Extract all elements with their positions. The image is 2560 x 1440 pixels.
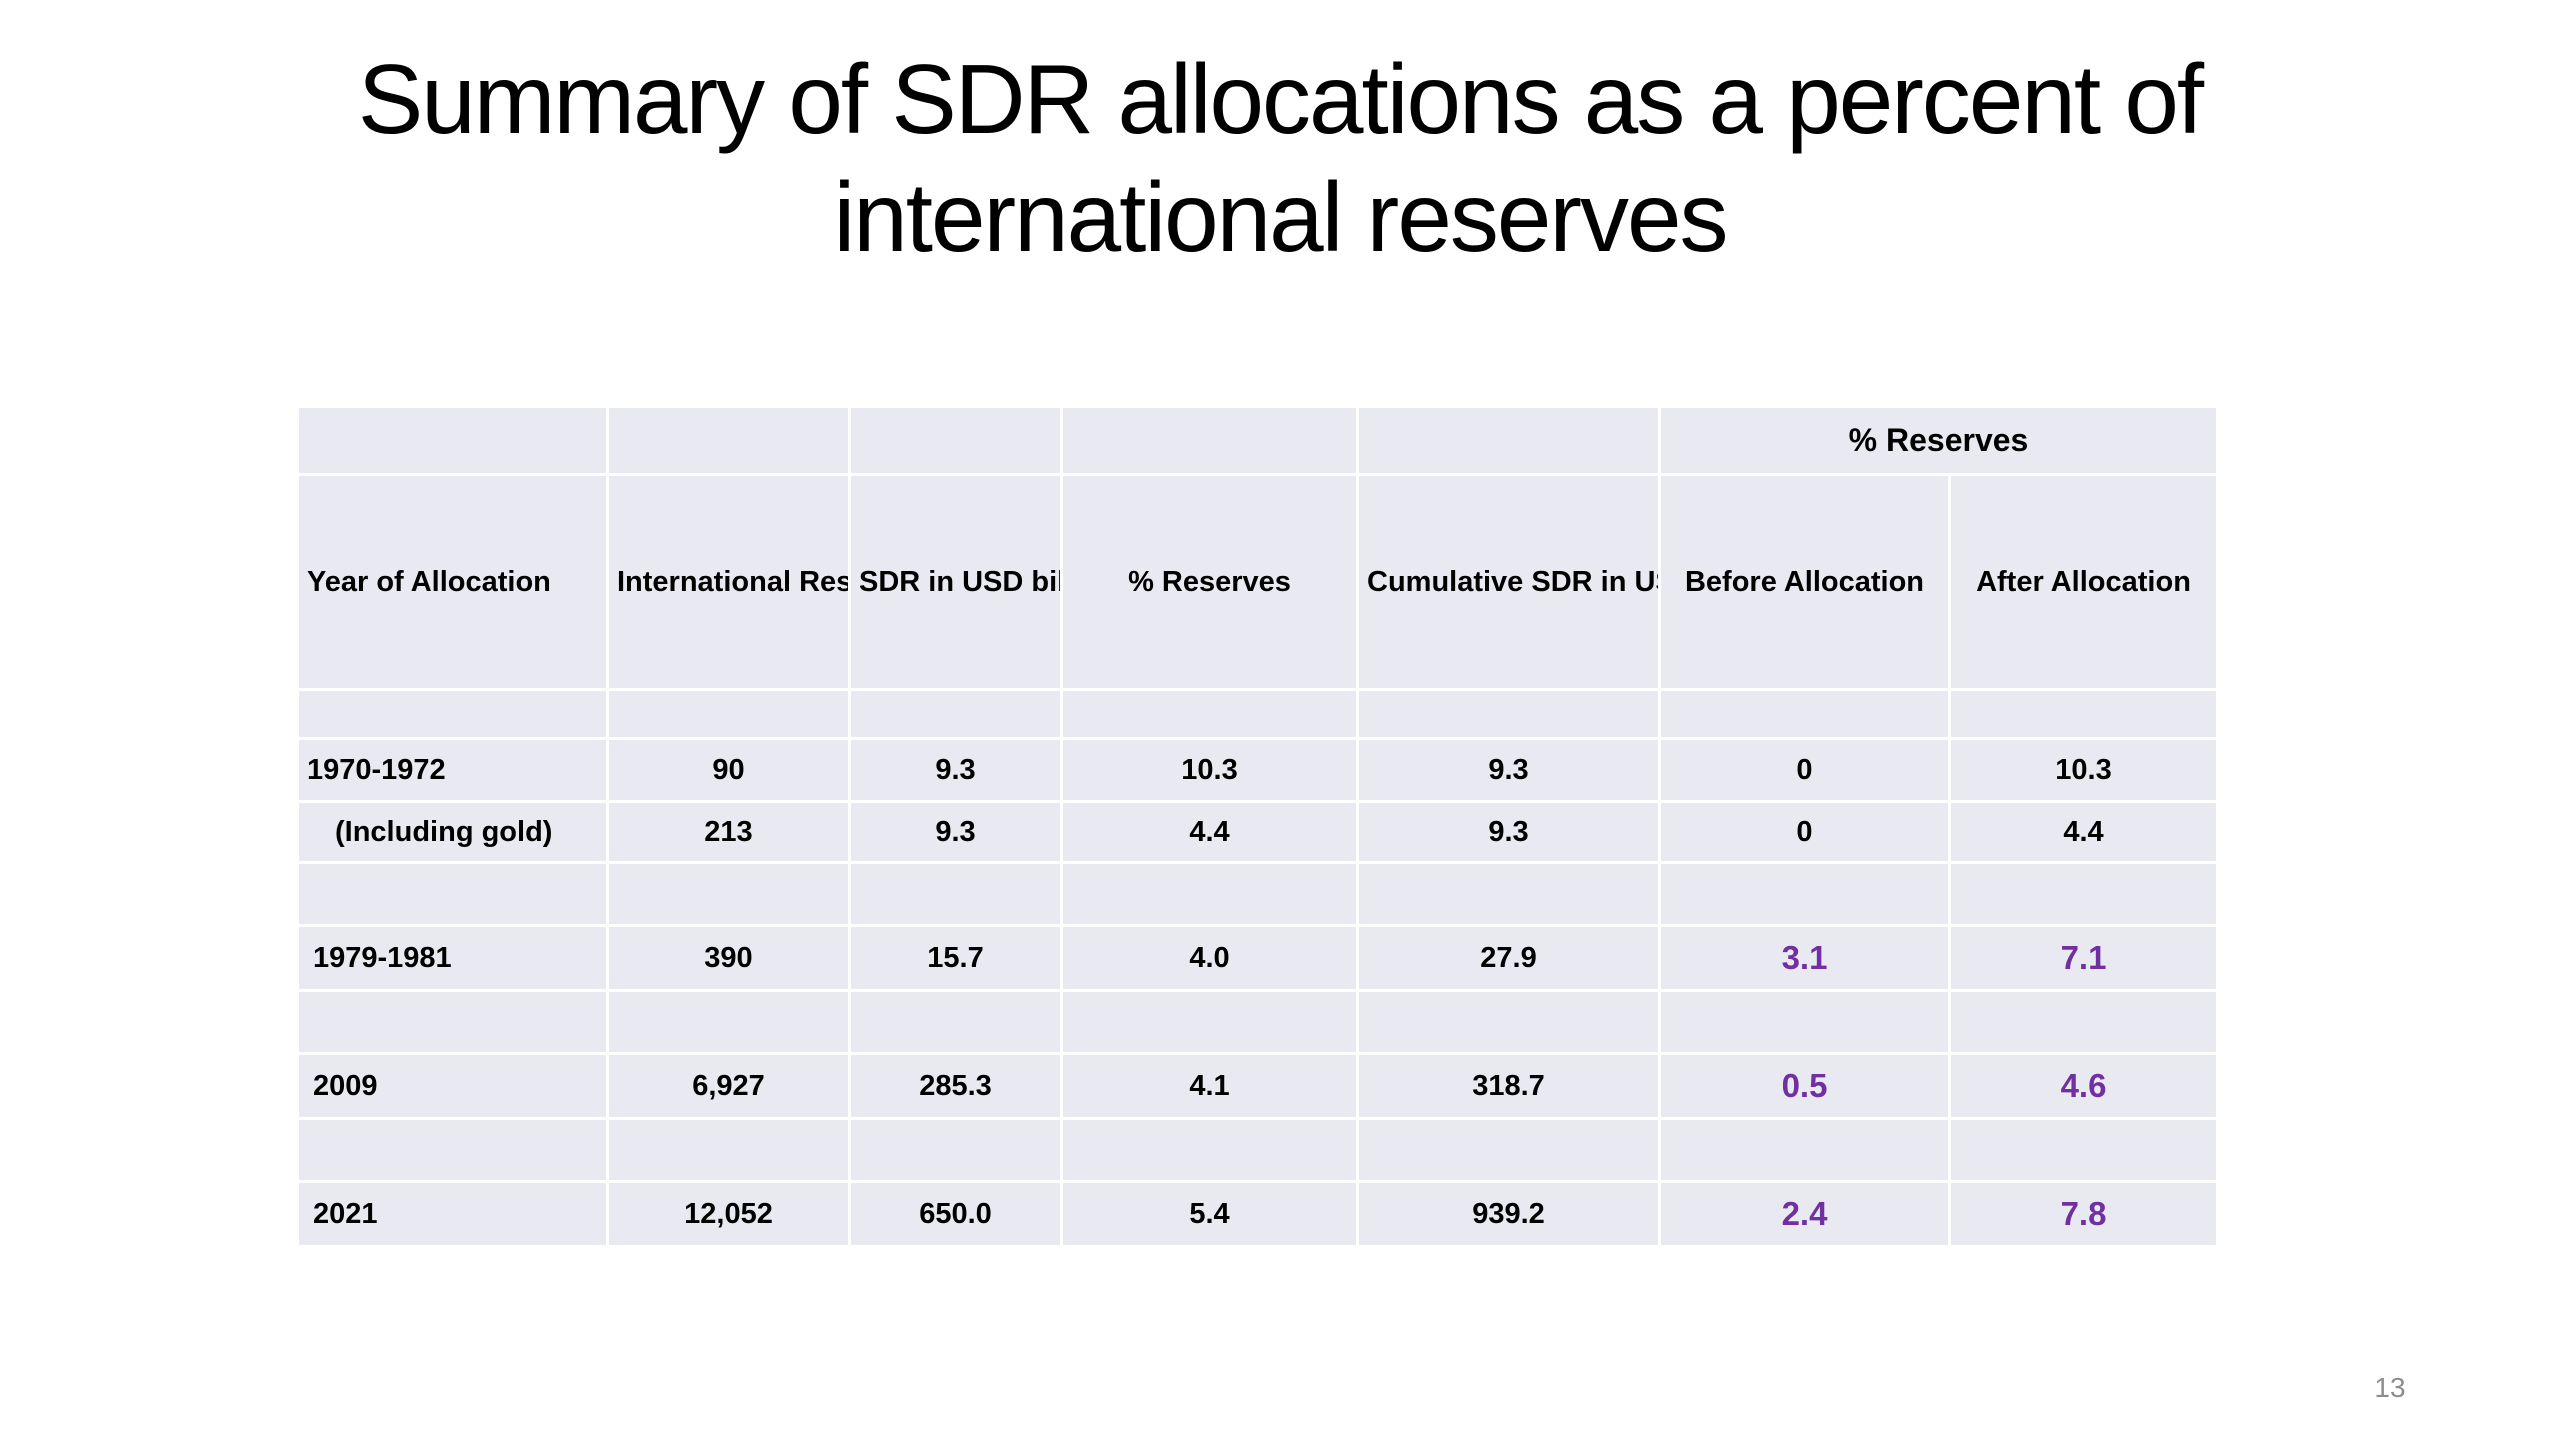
cell-before-allocation-highlight: 2.4 bbox=[1658, 1180, 1951, 1248]
cell-pct-reserves: 10.3 bbox=[1060, 737, 1359, 803]
cell-cumulative-sdr: 318.7 bbox=[1356, 1052, 1661, 1120]
table-header-row: Year of Allocation International Reserve… bbox=[296, 473, 2219, 691]
cell-sdr-usd: 9.3 bbox=[848, 737, 1063, 803]
cell-pct-reserves: 4.0 bbox=[1060, 924, 1359, 992]
header-sdr-usd: SDR in USD bil bbox=[848, 473, 1063, 691]
cell-after-allocation-highlight: 4.6 bbox=[1948, 1052, 2219, 1120]
page-number: 13 bbox=[2374, 1372, 2406, 1403]
cell-year: 1970-1972 bbox=[296, 737, 609, 803]
cell-before-allocation-highlight: 3.1 bbox=[1658, 924, 1951, 992]
empty-cell bbox=[606, 405, 851, 476]
header-after-allocation: After Allocation bbox=[1948, 473, 2219, 691]
cell-pct-reserves: 5.4 bbox=[1060, 1180, 1359, 1248]
table-row: 1970-1972 90 9.3 10.3 9.3 0 10.3 bbox=[296, 737, 2219, 803]
slide-title-line-1: Summary of SDR allocations as a percent … bbox=[357, 44, 2204, 154]
table-row: (Including gold) 213 9.3 4.4 9.3 0 4.4 bbox=[296, 800, 2219, 864]
cell-cumulative-sdr: 9.3 bbox=[1356, 737, 1661, 803]
cell-year: 2021 bbox=[296, 1180, 609, 1248]
table-super-header-row: % Reserves bbox=[296, 405, 2219, 476]
cell-sdr-usd: 15.7 bbox=[848, 924, 1063, 992]
cell-cumulative-sdr: 9.3 bbox=[1356, 800, 1661, 864]
header-pct-reserves: % Reserves bbox=[1060, 473, 1359, 691]
empty-cell bbox=[1356, 405, 1661, 476]
spacer-row bbox=[296, 1117, 2219, 1183]
cell-before-allocation-highlight: 0.5 bbox=[1658, 1052, 1951, 1120]
table-row: 2021 12,052 650.0 5.4 939.2 2.4 7.8 bbox=[296, 1180, 2219, 1248]
cell-sdr-usd: 9.3 bbox=[848, 800, 1063, 864]
cell-pct-reserves: 4.1 bbox=[1060, 1052, 1359, 1120]
cell-after-allocation: 4.4 bbox=[1948, 800, 2219, 864]
cell-cumulative-sdr: 27.9 bbox=[1356, 924, 1661, 992]
empty-cell bbox=[296, 405, 609, 476]
spacer-row bbox=[296, 861, 2219, 927]
cell-after-allocation: 10.3 bbox=[1948, 737, 2219, 803]
cell-international-reserves: 6,927 bbox=[606, 1052, 851, 1120]
slide-title-line-2: international reserves bbox=[833, 162, 1729, 272]
cell-year: (Including gold) bbox=[296, 800, 609, 864]
cell-year: 1979-1981 bbox=[296, 924, 609, 992]
cell-after-allocation-highlight: 7.8 bbox=[1948, 1180, 2219, 1248]
cell-cumulative-sdr: 939.2 bbox=[1356, 1180, 1661, 1248]
header-year: Year of Allocation bbox=[296, 473, 609, 691]
cell-international-reserves: 12,052 bbox=[606, 1180, 851, 1248]
cell-year: 2009 bbox=[296, 1052, 609, 1120]
cell-before-allocation: 0 bbox=[1658, 800, 1951, 864]
cell-pct-reserves: 4.4 bbox=[1060, 800, 1359, 864]
empty-cell bbox=[1060, 405, 1359, 476]
header-before-allocation: Before Allocation bbox=[1658, 473, 1951, 691]
slide-title: Summary of SDR allocations as a percent … bbox=[300, 40, 2260, 276]
sdr-allocation-table: % Reserves Year of Allocation Internatio… bbox=[296, 405, 2219, 1248]
spacer-row bbox=[296, 688, 2219, 740]
cell-international-reserves: 213 bbox=[606, 800, 851, 864]
header-cumulative-sdr: Cumulative SDR in USD bil bbox=[1356, 473, 1661, 691]
cell-sdr-usd: 650.0 bbox=[848, 1180, 1063, 1248]
header-international-reserves: International Reserves USD bil bbox=[606, 473, 851, 691]
cell-international-reserves: 90 bbox=[606, 737, 851, 803]
table-row: 2009 6,927 285.3 4.1 318.7 0.5 4.6 bbox=[296, 1052, 2219, 1120]
cell-before-allocation: 0 bbox=[1658, 737, 1951, 803]
cell-after-allocation-highlight: 7.1 bbox=[1948, 924, 2219, 992]
empty-cell bbox=[848, 405, 1063, 476]
cell-sdr-usd: 285.3 bbox=[848, 1052, 1063, 1120]
table-row: 1979-1981 390 15.7 4.0 27.9 3.1 7.1 bbox=[296, 924, 2219, 992]
reserves-group-header: % Reserves bbox=[1658, 405, 2219, 476]
spacer-row bbox=[296, 989, 2219, 1055]
cell-international-reserves: 390 bbox=[606, 924, 851, 992]
